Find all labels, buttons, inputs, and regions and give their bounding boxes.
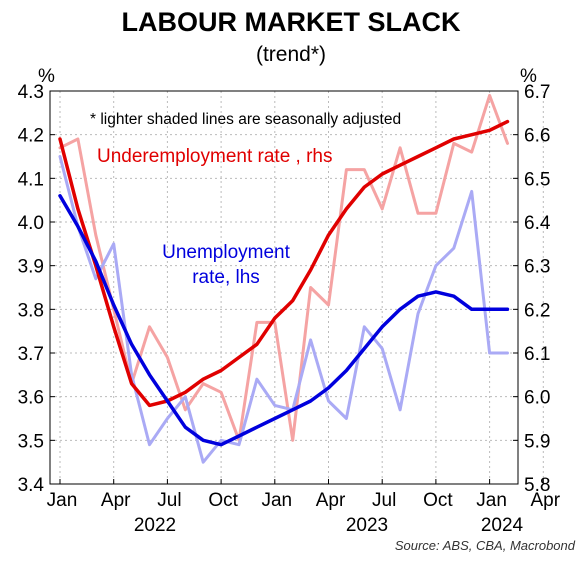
x-tick-label: Jan — [47, 490, 78, 511]
x-tick-label: Oct — [208, 490, 238, 511]
x-axis: Jan Apr Jul Oct Jan Apr Jul Oct Jan Apr — [47, 479, 561, 511]
x-tick-label: Apr — [531, 490, 561, 511]
year-label-2022: 2022 — [134, 515, 176, 536]
series-line-unemployment-trend — [58, 194, 510, 447]
left-tick-label: 4.0 — [18, 213, 44, 234]
x-tick-label: Jul — [372, 490, 396, 511]
right-tick-label: 6.1 — [524, 344, 550, 365]
right-tick-label: 6.7 — [524, 82, 550, 103]
left-axis-unit: % — [38, 66, 55, 87]
right-tick-label: 6.0 — [524, 388, 550, 409]
left-tick-label: 3.7 — [18, 344, 44, 365]
left-tick-label: 3.8 — [18, 300, 44, 321]
right-tick-label: 6.4 — [524, 213, 551, 234]
left-tick-label: 3.4 — [18, 475, 45, 496]
year-label-2023: 2023 — [346, 515, 388, 536]
left-tick-label: 4.1 — [18, 169, 44, 190]
x-tick-label: Jul — [157, 490, 181, 511]
underemployment-label: Underemployment rate , rhs — [97, 146, 333, 167]
chart-subtitle: (trend*) — [256, 43, 326, 66]
left-tick-label: 3.9 — [18, 257, 44, 278]
x-tick-label: Apr — [101, 490, 131, 511]
left-tick-label: 4.3 — [18, 82, 44, 103]
series-line-underemployment-trend — [58, 119, 510, 408]
unemployment-label-line1: Unemployment — [162, 242, 290, 263]
series-layer — [58, 93, 510, 464]
right-tick-label: 6.6 — [524, 126, 550, 147]
x-tick-label: Oct — [423, 490, 453, 511]
chart-title: LABOUR MARKET SLACK — [122, 7, 461, 37]
plot-frame — [49, 90, 519, 485]
right-tick-label: 6.2 — [524, 300, 550, 321]
x-tick-label: Jan — [261, 490, 292, 511]
source-note: Source: ABS, CBA, Macrobond — [395, 538, 576, 553]
right-axis-unit: % — [520, 66, 537, 87]
gridlines — [50, 90, 544, 485]
left-axis: 3.4 3.5 3.6 3.7 3.8 3.9 4.0 4.1 4.2 4.3 — [18, 82, 55, 496]
right-tick-label: 5.8 — [524, 475, 550, 496]
series-line-underemployment-sa — [58, 93, 509, 442]
chart-note: * lighter shaded lines are seasonally ad… — [90, 111, 401, 128]
right-axis: 5.8 5.9 6.0 6.1 6.2 6.3 6.4 6.5 6.6 6.7 — [513, 82, 551, 496]
right-tick-label: 6.3 — [524, 257, 550, 278]
left-tick-label: 4.2 — [18, 126, 44, 147]
left-tick-label: 3.5 — [18, 431, 44, 452]
left-tick-label: 3.6 — [18, 388, 44, 409]
x-tick-label: Jan — [476, 490, 507, 511]
x-tick-label: Apr — [316, 490, 346, 511]
right-tick-label: 6.5 — [524, 169, 550, 190]
year-label-2024: 2024 — [481, 515, 524, 536]
unemployment-label-line2: rate, lhs — [192, 267, 260, 288]
right-tick-label: 5.9 — [524, 431, 550, 452]
